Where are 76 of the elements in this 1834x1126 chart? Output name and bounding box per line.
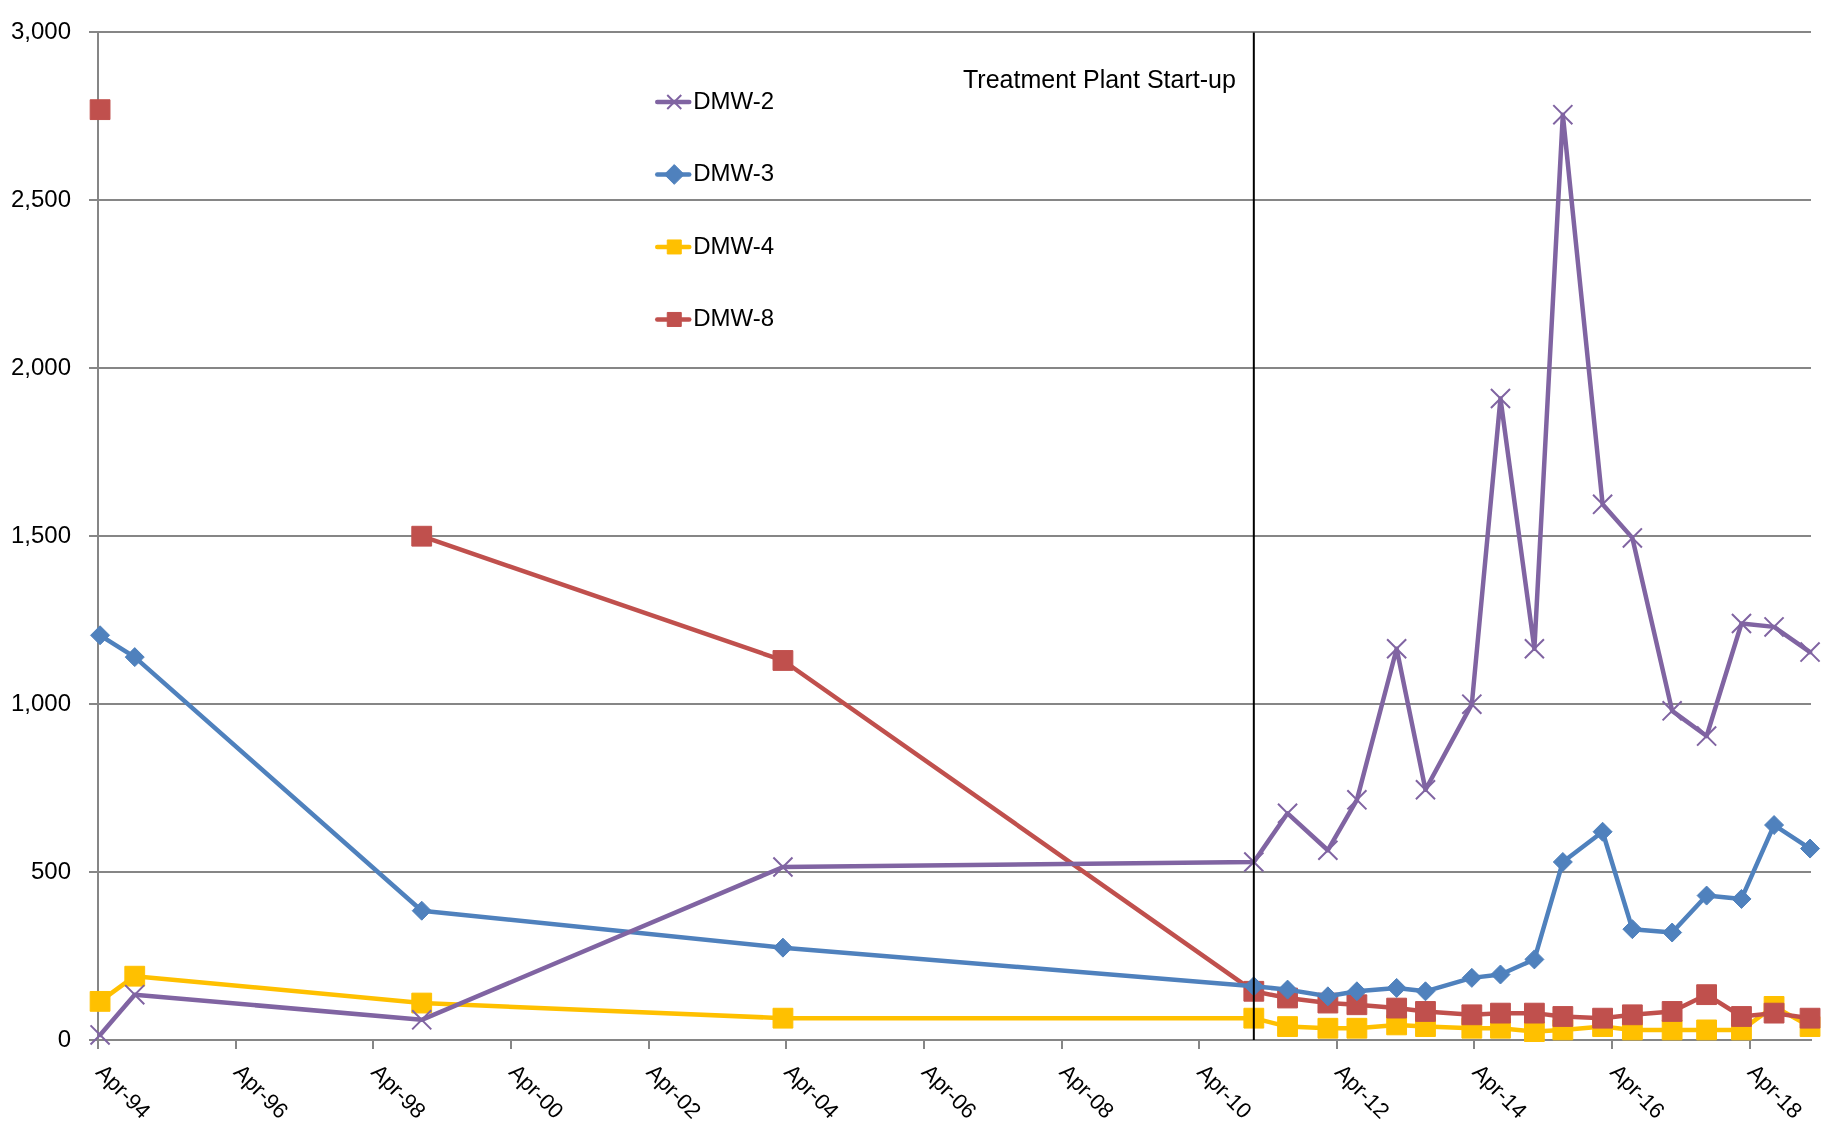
point xyxy=(1277,979,1298,1000)
y-tick-label: 2,500 xyxy=(10,184,71,212)
point xyxy=(89,1024,111,1046)
point xyxy=(1317,839,1339,861)
point xyxy=(1490,1002,1511,1024)
point xyxy=(1622,919,1643,940)
point xyxy=(1696,984,1718,1006)
point xyxy=(1731,888,1752,909)
y-tick-label: 2,000 xyxy=(10,352,71,380)
point xyxy=(1592,821,1613,842)
point xyxy=(1696,1019,1718,1041)
point xyxy=(1415,981,1436,1002)
y-tick-label: 1,500 xyxy=(10,520,71,548)
legend-label: DMW-4 xyxy=(693,231,775,259)
point xyxy=(1490,964,1511,985)
point xyxy=(1489,387,1512,410)
point xyxy=(411,1009,433,1031)
point xyxy=(1763,616,1785,638)
point xyxy=(124,647,145,668)
point xyxy=(411,525,433,547)
point xyxy=(1317,1017,1339,1039)
legend-label: DMW-2 xyxy=(693,86,775,114)
point xyxy=(1461,1004,1483,1026)
point xyxy=(1386,997,1408,1019)
point xyxy=(1317,986,1338,1007)
ref-line-label: Treatment Plant Start-up xyxy=(963,65,1236,94)
point xyxy=(1346,789,1368,811)
legend-label: DMW-3 xyxy=(693,159,775,187)
y-tick-label: 1,000 xyxy=(10,688,71,716)
point xyxy=(90,625,111,646)
point xyxy=(124,965,146,987)
point xyxy=(1592,493,1614,515)
legend-label: DMW-8 xyxy=(693,304,775,332)
y-tick-label: 3,000 xyxy=(10,17,71,45)
point xyxy=(1552,104,1574,126)
y-tick-label: 500 xyxy=(30,856,71,884)
point xyxy=(772,650,794,671)
point xyxy=(89,990,111,1012)
point xyxy=(1386,977,1407,998)
point xyxy=(1592,1007,1613,1029)
y-tick-label: 0 xyxy=(57,1024,71,1052)
point xyxy=(772,1007,794,1029)
point xyxy=(1731,1006,1752,1027)
point xyxy=(1552,851,1573,872)
point xyxy=(1552,1006,1574,1027)
point xyxy=(1661,700,1683,722)
point xyxy=(1696,885,1717,906)
point xyxy=(1346,1017,1368,1039)
point xyxy=(1243,851,1265,873)
point xyxy=(1662,922,1683,943)
point xyxy=(1799,1007,1821,1029)
point xyxy=(1414,779,1437,801)
point xyxy=(1661,1001,1683,1022)
point xyxy=(1730,612,1753,635)
point xyxy=(89,99,111,121)
point xyxy=(411,900,432,921)
point xyxy=(1696,725,1718,747)
point xyxy=(1461,693,1483,715)
point xyxy=(1621,527,1643,549)
point xyxy=(1800,838,1821,859)
point xyxy=(1799,641,1821,663)
point xyxy=(1415,1001,1436,1022)
point xyxy=(1524,949,1545,970)
point xyxy=(1386,638,1408,660)
point xyxy=(1763,1002,1785,1024)
point xyxy=(411,992,433,1014)
point xyxy=(1523,1002,1545,1024)
point xyxy=(1621,1004,1643,1026)
point xyxy=(124,984,146,1006)
point xyxy=(1277,1016,1298,1037)
point xyxy=(1346,981,1367,1002)
point xyxy=(772,856,794,878)
point xyxy=(1461,967,1482,988)
point xyxy=(772,937,793,958)
point xyxy=(1523,638,1545,660)
point xyxy=(1764,815,1785,836)
